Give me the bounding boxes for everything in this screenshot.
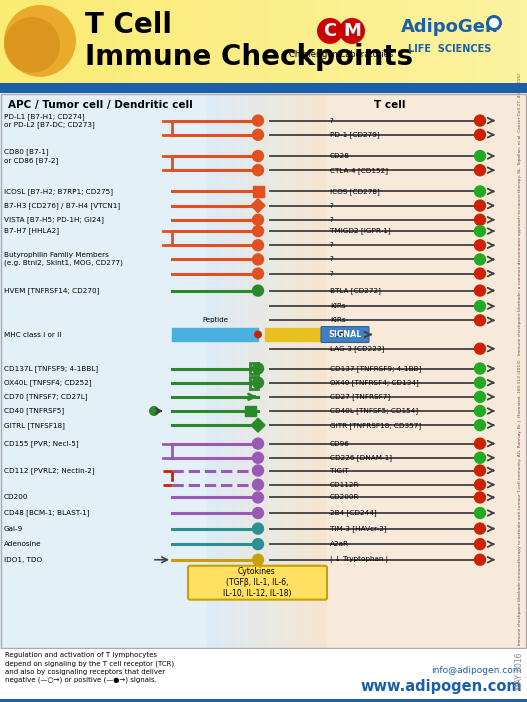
Bar — [277, 0, 279, 83]
Circle shape — [4, 17, 60, 73]
Bar — [270, 93, 271, 649]
Bar — [216, 0, 219, 83]
Bar — [435, 0, 437, 83]
Text: TIM-3 [HAVcr-2]: TIM-3 [HAVcr-2] — [330, 525, 387, 532]
Bar — [324, 93, 325, 649]
Text: GITRL [TNFSF18]: GITRL [TNFSF18] — [4, 422, 65, 428]
Bar — [231, 93, 232, 649]
Bar — [242, 93, 243, 649]
Circle shape — [474, 343, 485, 355]
Bar — [487, 0, 490, 83]
Bar — [284, 93, 285, 649]
Bar — [265, 93, 266, 649]
Bar — [258, 93, 259, 649]
Bar — [92, 0, 95, 83]
Bar — [292, 0, 295, 83]
Bar — [250, 362, 258, 374]
Bar — [430, 0, 432, 83]
Bar — [321, 0, 324, 83]
Text: CD80 [B7-1]
or CD86 [B7-2]: CD80 [B7-1] or CD86 [B7-2] — [4, 149, 58, 164]
Bar — [171, 0, 174, 83]
Bar — [353, 0, 356, 83]
Bar — [274, 0, 277, 83]
Circle shape — [474, 377, 485, 388]
Bar — [453, 0, 456, 83]
Bar — [137, 0, 140, 83]
Bar — [105, 0, 108, 83]
Bar — [29, 0, 32, 83]
Bar — [274, 93, 275, 649]
Bar — [47, 0, 50, 83]
Circle shape — [474, 406, 485, 416]
Bar — [264, 93, 265, 649]
Bar — [320, 93, 321, 649]
Text: CD28: CD28 — [330, 153, 350, 159]
Bar — [324, 0, 327, 83]
Bar — [240, 0, 242, 83]
Bar — [260, 93, 261, 649]
Text: Butyrophilin Family Members
(e.g. Btnl2, Skint1, MOG, CD277): Butyrophilin Family Members (e.g. Btnl2,… — [4, 253, 123, 267]
Bar — [252, 186, 264, 197]
Bar — [195, 0, 198, 83]
Bar — [263, 93, 264, 649]
Bar — [254, 93, 255, 649]
Bar — [203, 0, 206, 83]
Bar — [142, 0, 145, 83]
Bar — [249, 93, 250, 649]
Bar — [340, 0, 343, 83]
Text: CD48 [BCM-1; BLAST-1]: CD48 [BCM-1; BLAST-1] — [4, 510, 90, 517]
Text: B7-H3 [CD276] / B7-H4 [VTCN1]: B7-H3 [CD276] / B7-H4 [VTCN1] — [4, 202, 120, 209]
Text: ?: ? — [330, 270, 334, 277]
Bar — [11, 0, 13, 83]
Bar — [40, 0, 42, 83]
Bar — [150, 0, 153, 83]
Bar — [266, 93, 267, 649]
Text: CD137 [TNFRSF9; 4-1BB]: CD137 [TNFRSF9; 4-1BB] — [330, 365, 421, 372]
Bar — [184, 0, 187, 83]
Text: LAG-3 [CD223]: LAG-3 [CD223] — [330, 345, 384, 352]
Bar — [234, 93, 235, 649]
Text: ?: ? — [330, 203, 334, 208]
Bar — [294, 93, 295, 649]
Bar — [126, 0, 129, 83]
Bar — [314, 0, 316, 83]
Bar — [74, 0, 76, 83]
Circle shape — [252, 214, 264, 225]
Text: Chimerigen Laboratories: Chimerigen Laboratories — [289, 51, 393, 60]
Circle shape — [474, 285, 485, 296]
Bar — [379, 0, 382, 83]
Bar — [398, 0, 401, 83]
Bar — [245, 406, 256, 416]
Bar — [498, 0, 501, 83]
Circle shape — [252, 465, 264, 476]
Bar — [187, 0, 190, 83]
Bar — [280, 93, 281, 649]
Circle shape — [339, 18, 365, 44]
Bar — [140, 0, 142, 83]
Text: ?: ? — [330, 242, 334, 249]
Text: PD-1 [CD279]: PD-1 [CD279] — [330, 131, 379, 138]
Bar — [480, 0, 482, 83]
Circle shape — [474, 200, 485, 211]
Bar — [416, 0, 419, 83]
Text: ?: ? — [330, 118, 334, 124]
Bar — [271, 0, 274, 83]
Text: IDO1, TDO: IDO1, TDO — [4, 557, 42, 563]
Bar — [216, 93, 217, 649]
Text: TCR: TCR — [330, 331, 344, 338]
Bar — [84, 0, 87, 83]
Bar — [311, 93, 312, 649]
Circle shape — [317, 18, 343, 44]
Bar — [318, 93, 319, 649]
Circle shape — [474, 268, 485, 279]
Bar — [37, 0, 40, 83]
Bar — [63, 0, 66, 83]
Text: APC / Tumor cell / Dendritic cell: APC / Tumor cell / Dendritic cell — [7, 100, 192, 110]
Bar — [208, 93, 209, 649]
Circle shape — [252, 492, 264, 503]
Circle shape — [474, 465, 485, 476]
Bar — [269, 0, 271, 83]
Bar — [169, 0, 171, 83]
Bar — [214, 93, 215, 649]
Bar — [240, 93, 241, 649]
